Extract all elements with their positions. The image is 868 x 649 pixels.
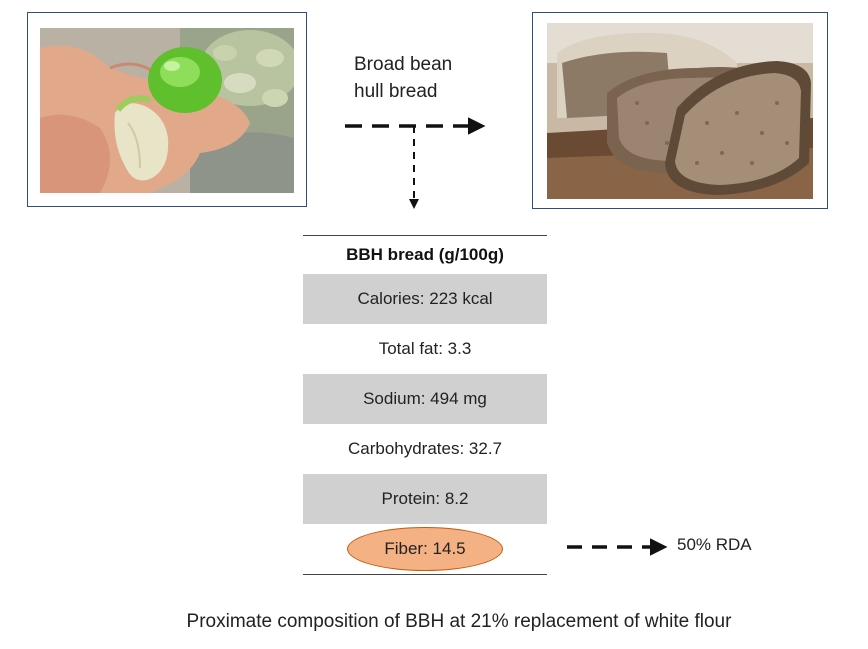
broad-beans-photo [40, 28, 294, 193]
row-sodium: Sodium: 494 mg [303, 374, 547, 424]
table-top-rule [303, 235, 547, 236]
table-header: BBH bread (g/100g) [346, 245, 504, 264]
row-total-fat: Total fat: 3.3 [303, 324, 547, 374]
row-protein: Protein: 8.2 [303, 474, 547, 524]
row-fiber-text: Fiber: 14.5 [384, 539, 466, 558]
process-label-line2: hull bread [354, 81, 438, 102]
row-carbohydrates: Carbohydrates: 32.7 [303, 424, 547, 474]
row-calories: Calories: 223 kcal [303, 274, 547, 324]
row-protein-text: Protein: 8.2 [381, 489, 469, 508]
row-fiber: Fiber: 14.5 [303, 524, 547, 574]
process-label: Broad bean hull bread [354, 51, 452, 105]
photo-frame-bread [532, 12, 828, 209]
row-carbohydrates-text: Carbohydrates: 32.7 [347, 439, 503, 458]
bread-photo [547, 23, 813, 199]
row-calories-text: Calories: 223 kcal [357, 289, 493, 308]
row-sodium-text: Sodium: 494 mg [363, 389, 487, 408]
composition-table: BBH bread (g/100g) Calories: 223 kcal To… [303, 235, 547, 575]
figure-caption: Proximate composition of BBH at 21% repl… [186, 611, 732, 632]
photo-frame-broad-beans [27, 12, 307, 207]
fiber-highlight-ellipse [347, 527, 503, 571]
row-total-fat-text: Total fat: 3.3 [378, 339, 472, 358]
table-bottom-rule [303, 574, 547, 575]
process-label-line1: Broad bean [354, 54, 453, 75]
rda-label: 50% RDA [677, 535, 752, 554]
